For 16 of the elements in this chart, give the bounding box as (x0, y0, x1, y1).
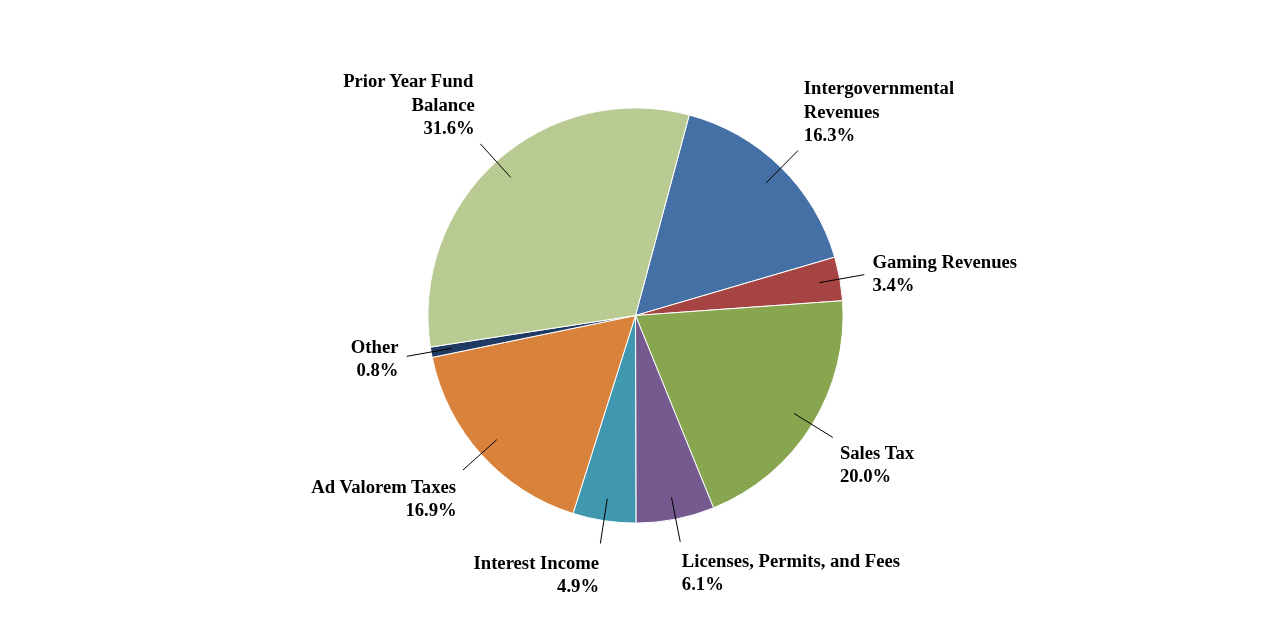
data-label: 0.8% (356, 358, 399, 380)
data-label: 3.4% (872, 274, 915, 296)
slice-label: Licenses, Permits, and Fees (681, 549, 900, 571)
data-label: 20.0% (839, 464, 892, 486)
data-label: 16.3% (803, 123, 856, 145)
data-label: 6.1% (681, 573, 724, 595)
slice-label: Gaming Revenues (872, 251, 1018, 273)
slice-label: Sales Tax (839, 441, 915, 463)
data-label: 16.9% (405, 498, 457, 520)
slice-label: Interest Income (473, 551, 600, 573)
slice-label: Prior Year Fund Balance (343, 70, 475, 115)
data-label: 31.6% (423, 116, 475, 138)
slice-label: Ad Valorem Taxes (311, 475, 457, 497)
slice-label: Other (350, 335, 399, 357)
slice-label: Intergovernmental Revenues (803, 77, 955, 122)
data-label: 4.9% (557, 574, 600, 596)
